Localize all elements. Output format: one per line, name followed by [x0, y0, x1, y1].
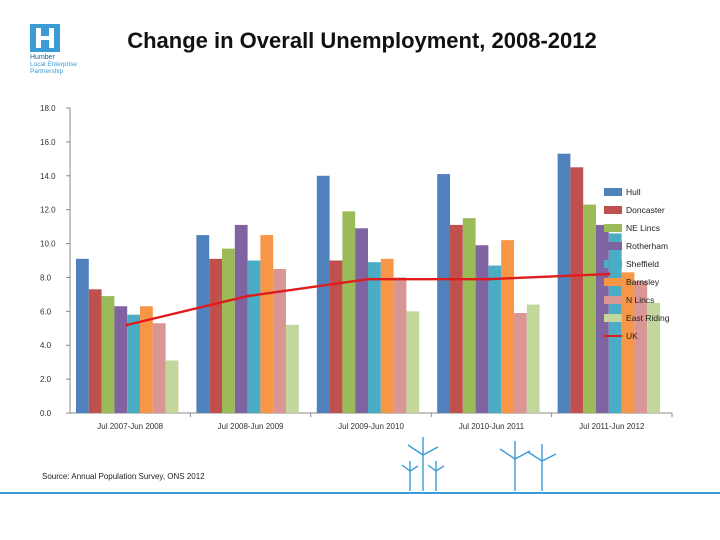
x-tick-label: Jul 2007-Jun 2008 [97, 422, 163, 431]
legend-label-barnsley: Barnsley [626, 277, 660, 287]
bar-ne-lincs [462, 218, 476, 413]
turbine-icon [499, 441, 531, 491]
wind-turbines-illustration [401, 437, 557, 491]
legend-swatch-n-lincs [604, 296, 622, 304]
bar-rotherham [475, 245, 489, 413]
y-tick-label: 4.0 [40, 341, 52, 350]
y-tick-label: 8.0 [40, 273, 52, 282]
x-tick-label: Jul 2008-Jun 2009 [218, 422, 284, 431]
bar-ne-lincs [101, 296, 115, 413]
uk-point [607, 272, 611, 276]
x-tick-label: Jul 2009-Jun 2010 [338, 422, 404, 431]
bar-ne-lincs [342, 211, 356, 413]
bar-east-riding [165, 360, 179, 413]
logo-line-1: Humber [30, 54, 56, 61]
turbine-icon [407, 437, 439, 491]
uk-point [125, 323, 129, 327]
uk-point [366, 277, 370, 281]
legend-swatch-barnsley [604, 278, 622, 286]
y-tick-label: 12.0 [40, 206, 56, 215]
bar-barnsley [501, 240, 514, 413]
y-tick-label: 6.0 [40, 307, 52, 316]
legend-label-sheffield: Sheffield [626, 259, 659, 269]
bar-n-lincs [514, 313, 527, 413]
footer-rule [0, 492, 720, 494]
y-tick-label: 14.0 [40, 172, 56, 181]
bar-east-riding [526, 304, 540, 413]
legend-label-n-lincs: N Lincs [626, 295, 654, 305]
y-tick-label: 0.0 [40, 409, 52, 418]
bar-east-riding [647, 302, 660, 413]
bar-sheffield [488, 265, 502, 413]
bar-rotherham [114, 306, 128, 413]
bar-sheffield [247, 260, 261, 413]
logo-line-2: Local Enterprise [30, 61, 77, 68]
bar-rotherham [596, 224, 609, 413]
legend-swatch-hull [604, 188, 622, 196]
legend-label-rotherham: Rotherham [626, 241, 668, 251]
bar-sheffield [127, 314, 140, 413]
bar-hull [316, 175, 330, 413]
x-tick-label: Jul 2010-Jun 2011 [459, 422, 525, 431]
bar-barnsley [140, 306, 153, 413]
turbine-icon [401, 461, 419, 491]
legend-swatch-rotherham [604, 242, 622, 250]
legend-label-hull: Hull [626, 187, 641, 197]
turbine-icon [427, 461, 445, 491]
bar-n-lincs [634, 280, 648, 413]
humber-lep-logo: Humber Local Enterprise Partnership [26, 24, 96, 80]
bar-ne-lincs [222, 248, 235, 413]
y-tick-label: 2.0 [40, 375, 52, 384]
bar-rotherham [355, 228, 368, 413]
bar-barnsley [380, 258, 394, 413]
page-title: Change in Overall Unemployment, 2008-201… [127, 28, 597, 53]
uk-point [246, 294, 250, 298]
bar-hull [196, 235, 210, 413]
bar-barnsley [260, 235, 274, 413]
bar-n-lincs [152, 323, 166, 413]
legend-label-doncaster: Doncaster [626, 205, 665, 215]
legend-swatch-east-riding [604, 314, 622, 322]
bar-n-lincs [273, 268, 286, 413]
bar-east-riding [406, 311, 420, 413]
y-tick-label: 18.0 [40, 104, 56, 113]
logo-mark: Humber Local Enterprise Partnership [30, 24, 77, 75]
bar-hull [76, 258, 89, 413]
logo-line-3: Partnership [30, 68, 64, 75]
legend-swatch-doncaster [604, 206, 622, 214]
bar-doncaster [570, 167, 584, 413]
bar-doncaster [450, 224, 463, 413]
legend-label-east-riding: East Riding [626, 313, 670, 323]
bar-doncaster [329, 260, 343, 413]
bar-rotherham [234, 224, 248, 413]
x-tick-label: Jul 2011-Jun 2012 [579, 422, 645, 431]
bar-hull [437, 174, 450, 413]
legend-label-uk: UK [626, 331, 638, 341]
bar-n-lincs [393, 277, 407, 413]
turbine-icon [527, 444, 557, 491]
legend-swatch-ne-lincs [604, 224, 622, 232]
bar-doncaster [88, 289, 102, 413]
bar-sheffield [368, 262, 381, 413]
uk-point [486, 277, 490, 281]
bar-doncaster [209, 258, 222, 413]
source-note: Source: Annual Population Survey, ONS 20… [42, 472, 205, 481]
bar-ne-lincs [583, 204, 596, 413]
bar-hull [557, 153, 571, 413]
bar-east-riding [286, 324, 299, 413]
legend-swatch-sheffield [604, 260, 622, 268]
bar-barnsley [621, 272, 635, 413]
legend-label-ne-lincs: NE Lincs [626, 223, 660, 233]
y-tick-label: 16.0 [40, 138, 56, 147]
y-tick-label: 10.0 [40, 240, 56, 249]
